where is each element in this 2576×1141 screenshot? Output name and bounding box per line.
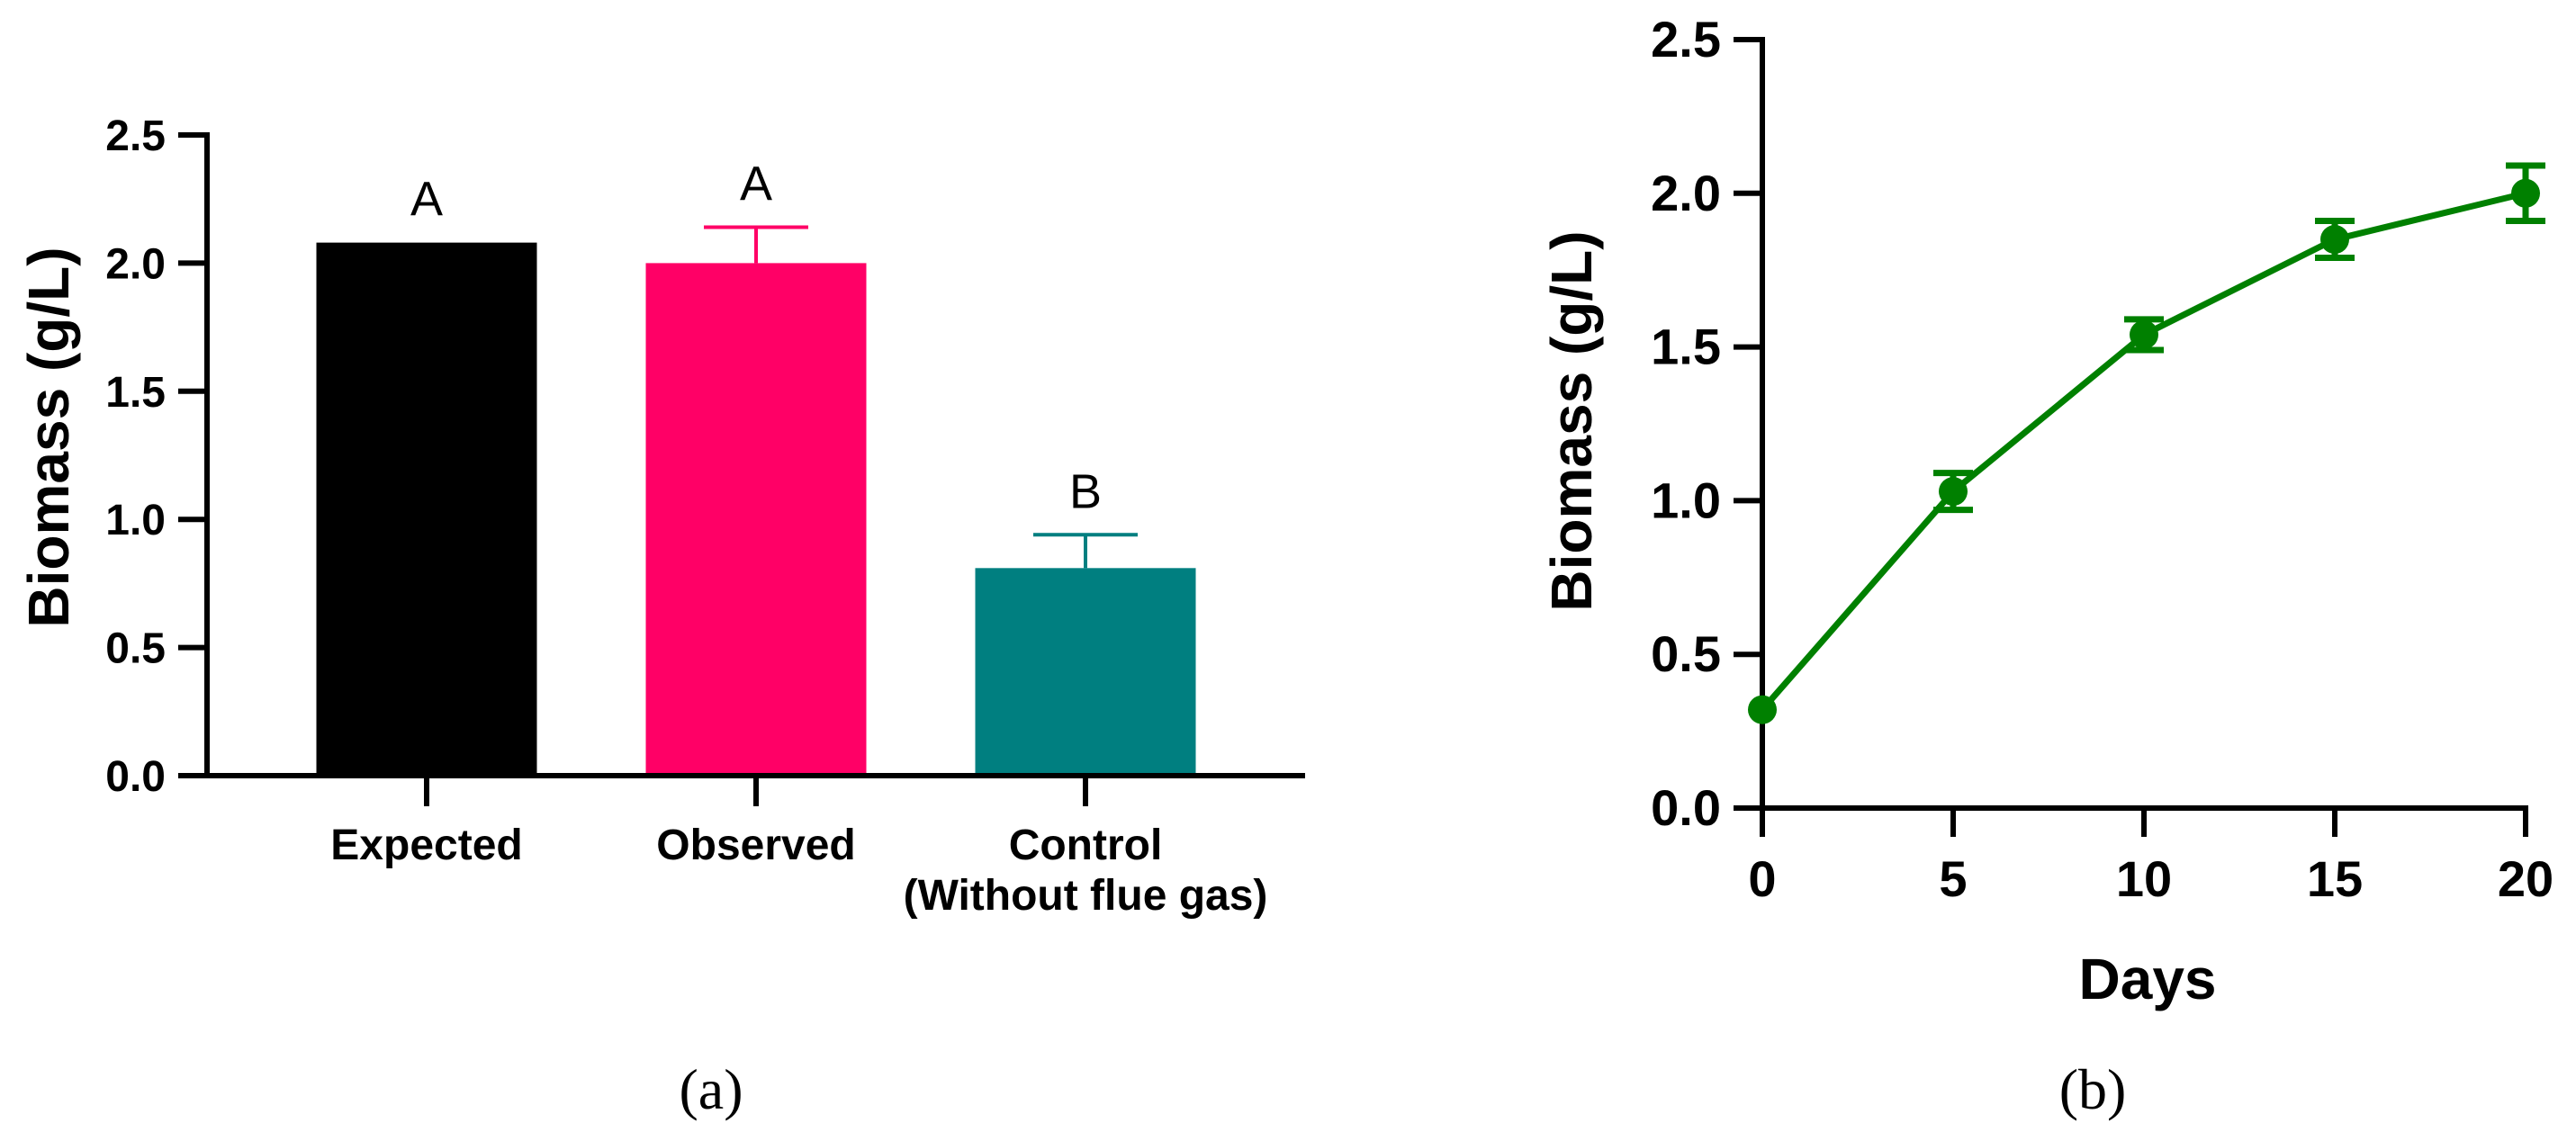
category-label: Control (Without flue gas) <box>904 822 1268 920</box>
x-tick-label: 5 <box>1939 850 1967 907</box>
data-point <box>1748 695 1777 724</box>
category-labels: Expected Observed Control (Without flue gas… <box>330 822 1267 920</box>
x-axis-title: Days <box>2079 947 2217 1011</box>
error-bars <box>704 225 1138 569</box>
chart-b: 0.0 0.5 1.0 1.5 2.0 2.5 0 5 10 15 20 Biomass (g/L… <box>1539 11 2553 1121</box>
y-tick-label: 0.5 <box>105 625 166 673</box>
y-tick-label: 1.0 <box>105 497 166 544</box>
category-label: Expected <box>330 822 522 869</box>
series <box>1748 162 2545 724</box>
y-tick-label: 2.5 <box>1651 11 1721 67</box>
y-tick-label: 0.5 <box>1651 625 1721 682</box>
y-axis-title: Biomass (g/L) <box>16 247 81 627</box>
x-ticks: 0 5 10 15 20 <box>1748 808 2553 907</box>
y-tick-label: 2.0 <box>105 240 166 288</box>
significance-letter: B <box>1069 464 1102 518</box>
x-tick-label: 0 <box>1748 850 1776 907</box>
chart-a: 0.0 0.5 1.0 1.5 2.0 2.5 Expected Observed Contr… <box>16 112 1305 1121</box>
y-tick-label: 1.5 <box>105 369 166 417</box>
significance-letter: A <box>740 157 772 211</box>
data-point <box>2511 178 2540 208</box>
x-tick-label: 20 <box>2498 850 2553 907</box>
significance-letter: A <box>410 173 443 227</box>
data-point <box>1939 477 1968 507</box>
data-point <box>2130 319 2158 349</box>
bars <box>316 242 1196 777</box>
y-tick-label: 0.0 <box>105 753 166 801</box>
y-ticks: 0.0 0.5 1.0 1.5 2.0 2.5 <box>105 112 207 801</box>
panel-label-b: (b) <box>2059 1057 2127 1121</box>
series-line <box>1760 190 2526 712</box>
y-ticks: 0.0 0.5 1.0 1.5 2.0 2.5 <box>1651 11 1762 836</box>
panel-label-a: (a) <box>679 1057 743 1121</box>
x-tick-label: 15 <box>2307 850 2363 907</box>
y-tick-label: 2.5 <box>105 112 166 160</box>
axes <box>1760 37 2528 811</box>
y-tick-label: 2.0 <box>1651 165 1721 221</box>
y-tick-label: 1.5 <box>1651 319 1721 375</box>
bar <box>975 568 1196 776</box>
axes <box>204 132 1305 806</box>
category-label: Observed <box>656 822 855 869</box>
significance-letters: A A B <box>410 157 1102 519</box>
bar <box>645 263 867 776</box>
bar <box>316 242 537 777</box>
y-tick-label: 0.0 <box>1651 779 1721 836</box>
y-tick-label: 1.0 <box>1651 472 1721 528</box>
y-axis-title: Biomass (g/L) <box>1539 230 1604 611</box>
data-point <box>2320 225 2349 255</box>
x-tick-label: 10 <box>2116 850 2172 907</box>
